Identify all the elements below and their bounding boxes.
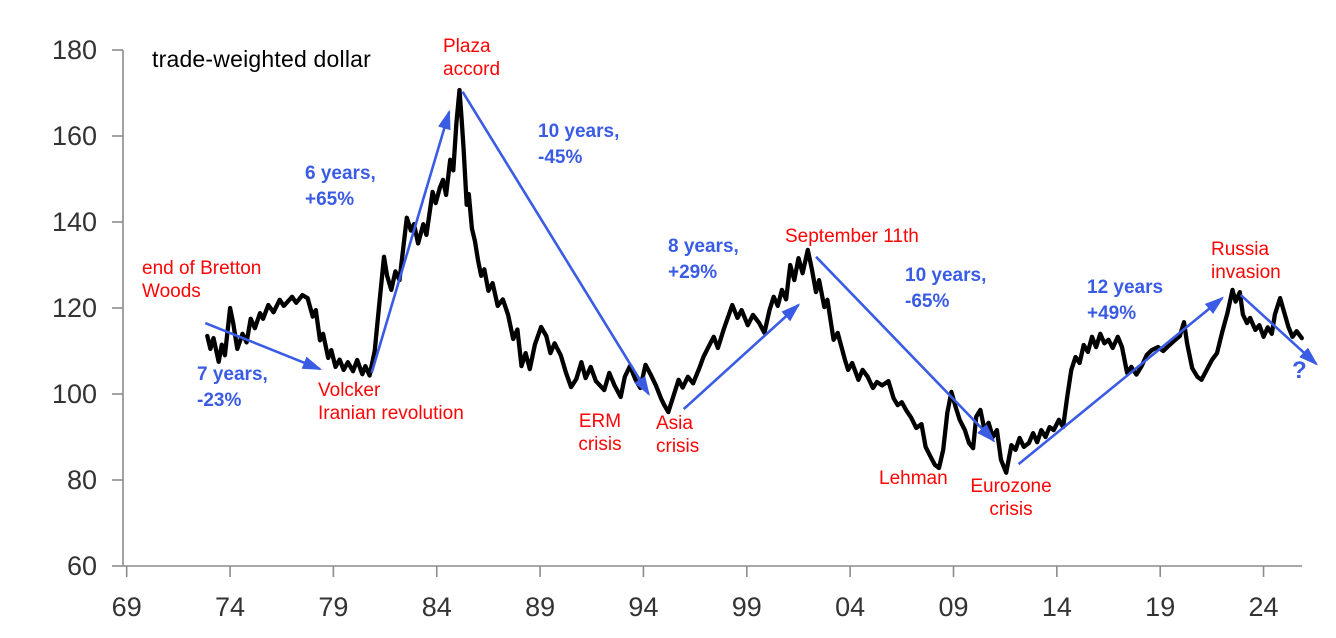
trend-arrow — [815, 255, 996, 443]
event-label: Plaza accord — [443, 36, 500, 80]
chart-title: trade-weighted dollar — [152, 46, 371, 72]
event-label: end of Bretton Woods — [142, 258, 261, 302]
x-tick-label: 09 — [938, 592, 968, 622]
trend-label: 7 years, -23% — [197, 364, 268, 411]
trend-arrow — [1239, 294, 1318, 366]
x-tick-label: 89 — [525, 592, 555, 622]
y-tick-label: 140 — [52, 207, 97, 237]
event-label: ERM crisis — [578, 411, 621, 455]
y-tick-label: 60 — [67, 551, 97, 581]
event-label: Volcker Iranian revolution — [318, 380, 464, 424]
x-tick-label: 84 — [422, 592, 452, 622]
event-label: Eurozone crisis — [970, 476, 1051, 520]
y-tick-label: 120 — [52, 293, 97, 323]
dollar-index-line — [205, 87, 1304, 475]
y-tick-label: 100 — [52, 379, 97, 409]
y-tick-label: 80 — [67, 465, 97, 495]
x-tick-label: 94 — [628, 592, 658, 622]
event-label: Russia invasion — [1211, 239, 1281, 283]
y-tick-label: 160 — [52, 121, 97, 151]
x-tick-label: 24 — [1249, 592, 1279, 622]
trend-arrow — [461, 91, 650, 396]
trend-arrow — [682, 303, 801, 411]
y-tick-label: 180 — [52, 35, 97, 65]
trend-label: 6 years, +65% — [305, 163, 376, 210]
trend-arrow — [370, 109, 451, 374]
x-tick-label: 79 — [318, 592, 348, 622]
trend-arrow — [204, 321, 323, 371]
x-tick-label: 04 — [835, 592, 865, 622]
x-tick-label: 74 — [215, 592, 245, 622]
trend-label: ? — [1292, 357, 1307, 384]
trend-label: 12 years +49% — [1087, 277, 1163, 324]
trend-arrow — [1017, 296, 1225, 466]
event-label: Lehman — [879, 468, 948, 489]
x-tick-label: 14 — [1042, 592, 1072, 622]
x-tick-label: 69 — [112, 592, 142, 622]
event-label: September 11th — [785, 226, 919, 247]
trend-label: 10 years, -45% — [538, 121, 619, 168]
trend-label: 8 years, +29% — [668, 236, 739, 283]
event-label: Asia crisis — [656, 413, 699, 457]
x-tick-label: 99 — [732, 592, 762, 622]
trend-label: 10 years, -65% — [905, 265, 986, 312]
x-tick-label: 19 — [1145, 592, 1175, 622]
